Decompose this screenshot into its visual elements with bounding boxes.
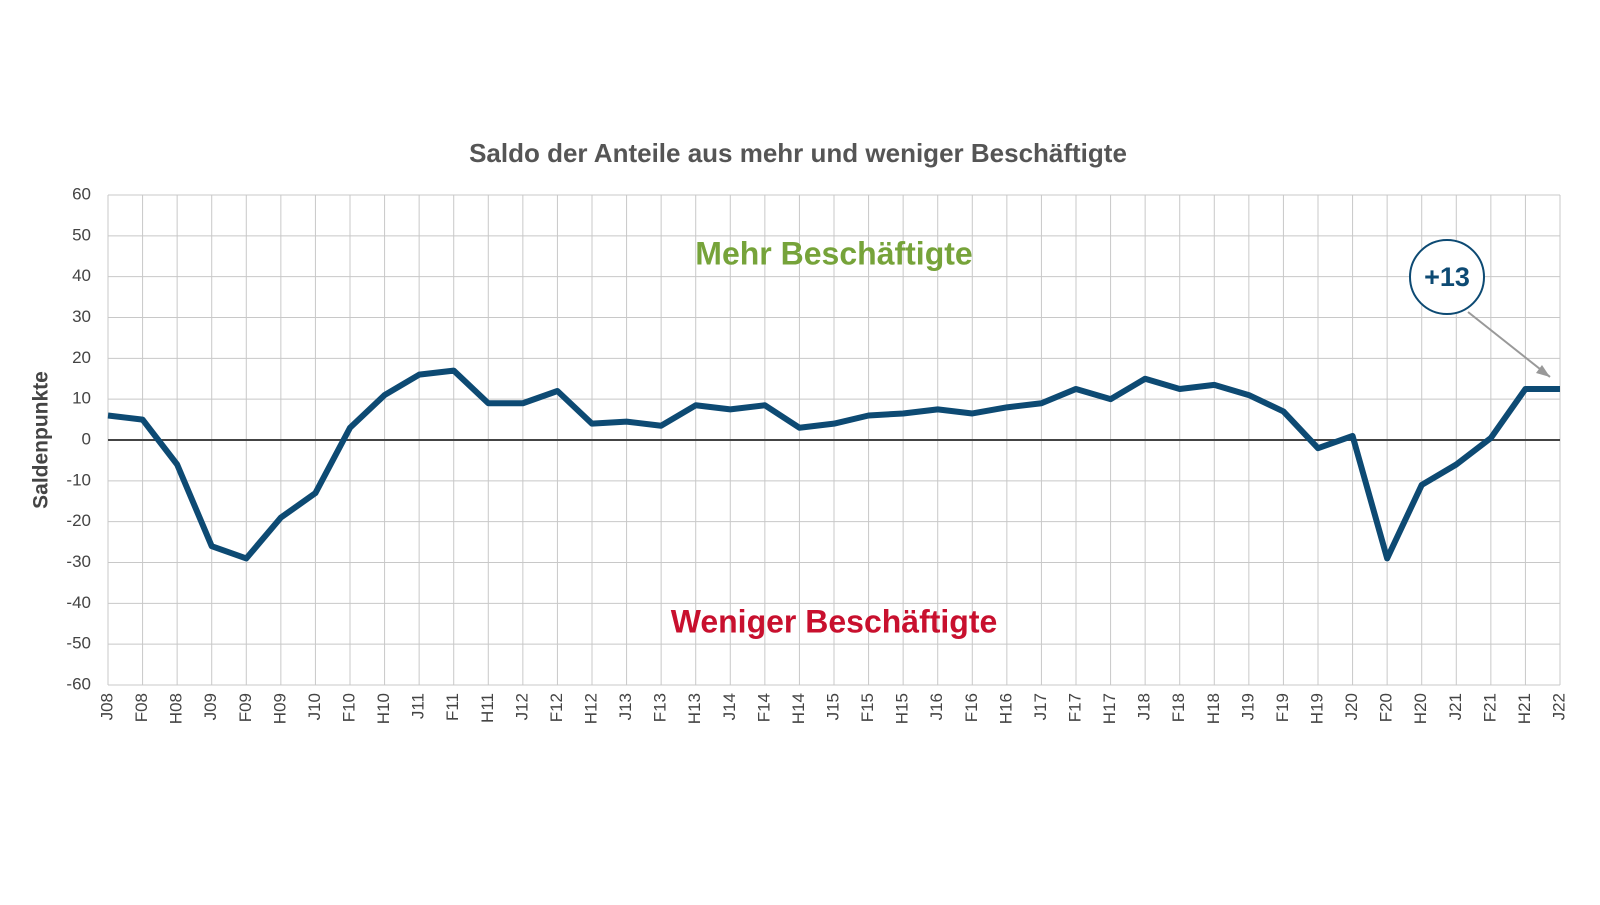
y-tick-label: 60 xyxy=(72,184,91,203)
x-tick-label: H19 xyxy=(1307,693,1326,724)
annotation-circle xyxy=(1409,239,1485,315)
x-tick-label: F17 xyxy=(1065,693,1084,722)
y-tick-label: 0 xyxy=(82,429,91,448)
x-tick-label: J08 xyxy=(97,693,116,720)
y-tick-label: 40 xyxy=(72,266,91,285)
x-tick-label: F14 xyxy=(754,693,773,722)
x-tick-label: F08 xyxy=(132,693,151,722)
y-tick-label: -50 xyxy=(66,634,91,653)
x-tick-label: H17 xyxy=(1100,693,1119,724)
x-tick-label: J20 xyxy=(1342,693,1361,720)
y-tick-label: -40 xyxy=(66,593,91,612)
chart-title: Saldo der Anteile aus mehr und weniger B… xyxy=(469,138,1127,168)
x-tick-label: H12 xyxy=(581,693,600,724)
y-tick-label: -30 xyxy=(66,552,91,571)
annotation-more: Mehr Beschäftigte xyxy=(695,235,972,271)
y-tick-label: 30 xyxy=(72,307,91,326)
x-tick-label: H20 xyxy=(1411,693,1430,724)
x-tick-label: H13 xyxy=(685,693,704,724)
x-tick-label: J21 xyxy=(1446,693,1465,720)
x-tick-label: H11 xyxy=(478,693,497,723)
x-tick-label: F21 xyxy=(1480,693,1499,722)
y-tick-label: -20 xyxy=(66,511,91,530)
x-tick-label: F16 xyxy=(962,693,981,722)
y-tick-label: -10 xyxy=(66,470,91,489)
x-tick-label: H16 xyxy=(996,693,1015,724)
x-tick-label: H21 xyxy=(1515,693,1534,724)
x-tick-label: F11 xyxy=(443,693,462,721)
x-tick-label: J11 xyxy=(409,693,428,719)
annotation-arrowhead xyxy=(1536,364,1550,377)
data-line xyxy=(107,367,1560,562)
x-tick-label: H09 xyxy=(270,693,289,724)
x-tick-label: F12 xyxy=(547,693,566,722)
x-tick-label: J09 xyxy=(201,693,220,720)
y-axis-label: Saldenpunkte xyxy=(30,371,53,509)
annotation-arrow xyxy=(1467,311,1551,378)
x-tick-label: F13 xyxy=(651,693,670,722)
annotation-less: Weniger Beschäftigte xyxy=(671,603,998,639)
y-tick-label: 50 xyxy=(72,225,91,244)
x-tick-label: F18 xyxy=(1169,693,1188,722)
x-tick-label: H10 xyxy=(374,693,393,724)
x-tick-label: F20 xyxy=(1377,693,1396,722)
x-tick-label: F09 xyxy=(236,693,255,722)
x-tick-label: J13 xyxy=(616,693,635,720)
x-tick-label: J22 xyxy=(1549,693,1568,720)
y-tick-label: 10 xyxy=(72,389,91,408)
x-tick-label: F10 xyxy=(339,693,358,722)
x-tick-label: J10 xyxy=(305,693,324,720)
x-tick-label: H18 xyxy=(1204,693,1223,724)
x-tick-label: J18 xyxy=(1135,693,1154,720)
y-tick-label: -60 xyxy=(66,674,91,693)
x-tick-label: F19 xyxy=(1273,693,1292,722)
x-tick-label: F15 xyxy=(858,693,877,722)
x-tick-label: J12 xyxy=(512,693,531,720)
x-tick-label: J16 xyxy=(927,693,946,720)
x-tick-label: J17 xyxy=(1031,693,1050,720)
x-tick-label: J19 xyxy=(1238,693,1257,720)
y-tick-label: 20 xyxy=(72,348,91,367)
x-tick-label: J15 xyxy=(823,693,842,720)
x-tick-label: J14 xyxy=(720,693,739,720)
x-tick-label: H15 xyxy=(893,693,912,724)
x-tick-label: H14 xyxy=(789,693,808,724)
annotation-value: +13 xyxy=(1424,262,1470,292)
x-tick-label: H08 xyxy=(167,693,186,724)
